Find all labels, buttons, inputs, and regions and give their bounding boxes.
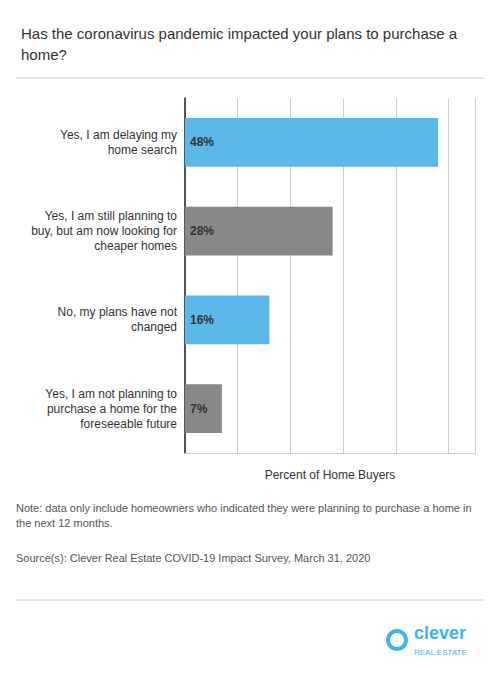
svg-text:home search: home search xyxy=(108,143,177,157)
svg-text:purchase a home for the: purchase a home for the xyxy=(47,402,177,416)
svg-text:Has the coronavirus pandemic i: Has the coronavirus pandemic impacted yo… xyxy=(21,25,458,42)
svg-text:the next 12 months.: the next 12 months. xyxy=(16,517,113,529)
svg-text:48%: 48% xyxy=(190,135,214,149)
svg-text:7%: 7% xyxy=(190,402,208,416)
svg-text:16%: 16% xyxy=(190,313,214,327)
svg-text:clever: clever xyxy=(414,623,466,643)
svg-text:buy, but am now looking for: buy, but am now looking for xyxy=(31,224,177,238)
svg-text:Yes, I am delaying my: Yes, I am delaying my xyxy=(60,128,177,142)
svg-text:Note: data only include homeow: Note: data only include homeowners who i… xyxy=(16,502,475,514)
svg-text:cheaper homes: cheaper homes xyxy=(94,239,177,253)
svg-text:28%: 28% xyxy=(190,224,214,238)
svg-text:Yes, I am still planning to: Yes, I am still planning to xyxy=(45,209,178,223)
svg-text:changed: changed xyxy=(131,320,177,334)
svg-text:Yes, I am not planning to: Yes, I am not planning to xyxy=(45,387,177,401)
svg-text:No, my plans have not: No, my plans have not xyxy=(58,305,178,319)
svg-text:foreseeable future: foreseeable future xyxy=(80,417,177,431)
svg-text:home?: home? xyxy=(21,46,67,63)
svg-text:Source(s): Clever Real Estate: Source(s): Clever Real Estate COVID-19 I… xyxy=(16,552,370,564)
svg-text:REAL ESTATE: REAL ESTATE xyxy=(414,648,467,657)
svg-text:Percent of Home Buyers: Percent of Home Buyers xyxy=(265,468,396,482)
